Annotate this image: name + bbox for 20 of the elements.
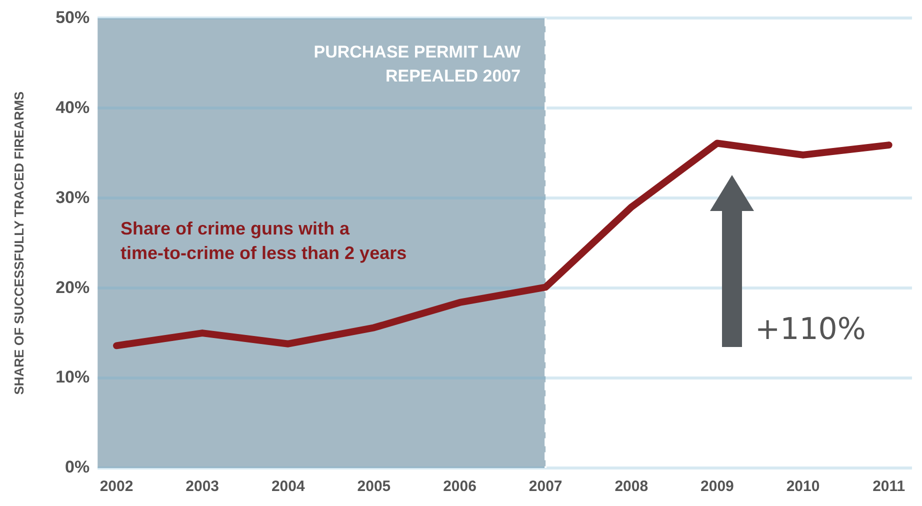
- x-tick-label: 2007: [528, 478, 562, 496]
- x-tick-label: 2008: [614, 478, 648, 496]
- y-tick-label: 40%: [56, 98, 90, 117]
- annotation: +110%: [755, 312, 866, 347]
- x-tick-label: 2010: [786, 478, 820, 496]
- y-tick-label: 20%: [56, 278, 90, 297]
- y-tick-label: 50%: [56, 8, 90, 27]
- y-tick-label: 10%: [56, 368, 90, 387]
- x-tick-label: 2011: [872, 478, 906, 496]
- text: Share of crime guns with a time-to-crime of less than 2 years: [120, 218, 407, 263]
- x-tick-label: 2009: [700, 478, 734, 496]
- band-label: PURCHASE PERMIT LAW REPEALED 2007: [314, 42, 522, 86]
- y-tick-label: 0%: [65, 458, 90, 477]
- y-tick-label: 30%: [56, 188, 90, 207]
- x-tick-label: 2004: [271, 478, 306, 496]
- y-axis-title: SHARE OF SUCCESSFULLY TRACED FIREARMS: [11, 91, 26, 395]
- x-tick-label: 2003: [186, 478, 220, 496]
- x-tick-label: 2005: [357, 478, 391, 496]
- x-tick-label: 2006: [443, 478, 476, 496]
- x-tick-label: 2002: [100, 478, 134, 496]
